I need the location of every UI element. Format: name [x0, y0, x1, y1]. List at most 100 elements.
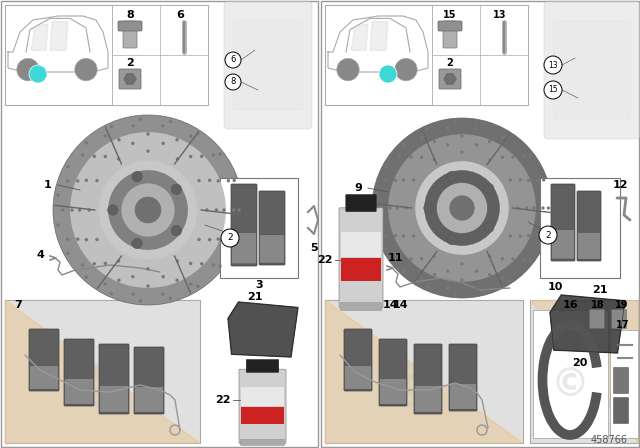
Circle shape — [412, 178, 415, 182]
Circle shape — [70, 208, 74, 212]
FancyBboxPatch shape — [551, 184, 575, 261]
Circle shape — [488, 158, 492, 161]
Text: 7: 7 — [14, 300, 22, 310]
Circle shape — [232, 179, 236, 182]
Polygon shape — [130, 79, 136, 84]
Text: 1: 1 — [44, 180, 52, 190]
Circle shape — [449, 195, 475, 220]
Circle shape — [384, 179, 387, 182]
Text: 12: 12 — [612, 180, 628, 190]
Circle shape — [372, 118, 552, 298]
Polygon shape — [124, 74, 130, 79]
Circle shape — [488, 140, 491, 143]
Circle shape — [385, 247, 388, 251]
Circle shape — [189, 155, 193, 158]
FancyBboxPatch shape — [614, 397, 628, 423]
Circle shape — [420, 257, 423, 260]
Text: 458766: 458766 — [591, 435, 628, 445]
Circle shape — [474, 286, 477, 289]
Circle shape — [161, 124, 164, 128]
Circle shape — [509, 178, 512, 182]
Text: 21: 21 — [247, 292, 263, 302]
Circle shape — [169, 297, 172, 300]
Text: 22: 22 — [317, 255, 333, 265]
Circle shape — [222, 208, 226, 212]
Circle shape — [53, 115, 243, 305]
FancyBboxPatch shape — [552, 229, 575, 259]
Text: 17: 17 — [616, 320, 630, 330]
Polygon shape — [450, 79, 456, 84]
FancyBboxPatch shape — [99, 344, 129, 414]
Circle shape — [227, 237, 230, 241]
Circle shape — [84, 276, 88, 279]
Circle shape — [109, 292, 113, 295]
Circle shape — [542, 178, 545, 181]
FancyBboxPatch shape — [611, 310, 627, 328]
Circle shape — [385, 165, 388, 168]
Text: 19: 19 — [615, 300, 628, 310]
Ellipse shape — [376, 190, 564, 237]
Circle shape — [208, 238, 211, 241]
FancyBboxPatch shape — [233, 20, 303, 110]
Circle shape — [122, 183, 175, 237]
FancyBboxPatch shape — [449, 344, 477, 411]
Circle shape — [337, 58, 359, 81]
Circle shape — [529, 153, 532, 156]
Circle shape — [511, 155, 515, 159]
Text: 5: 5 — [310, 243, 318, 253]
Bar — [533, 310, 608, 438]
Circle shape — [446, 143, 449, 146]
Circle shape — [176, 259, 179, 263]
Circle shape — [424, 203, 434, 213]
Circle shape — [66, 252, 70, 255]
Circle shape — [544, 56, 562, 74]
Circle shape — [56, 223, 60, 227]
Circle shape — [501, 136, 504, 139]
Circle shape — [161, 142, 165, 145]
Bar — [325, 5, 528, 105]
FancyBboxPatch shape — [134, 347, 164, 414]
Circle shape — [95, 238, 99, 241]
Polygon shape — [325, 300, 523, 443]
Bar — [112, 5, 208, 105]
Circle shape — [488, 273, 491, 276]
Circle shape — [104, 262, 107, 265]
Circle shape — [218, 264, 221, 268]
Circle shape — [132, 171, 142, 182]
Polygon shape — [447, 79, 453, 84]
Text: 22: 22 — [215, 395, 231, 405]
Circle shape — [205, 208, 209, 212]
Circle shape — [93, 262, 96, 266]
Text: 18: 18 — [591, 300, 605, 310]
Polygon shape — [127, 74, 133, 79]
FancyBboxPatch shape — [443, 21, 457, 48]
Circle shape — [388, 134, 536, 282]
Circle shape — [104, 282, 107, 286]
Polygon shape — [447, 74, 453, 79]
FancyBboxPatch shape — [438, 21, 462, 31]
Circle shape — [200, 262, 204, 266]
Circle shape — [481, 290, 485, 293]
FancyBboxPatch shape — [259, 235, 285, 263]
FancyBboxPatch shape — [241, 439, 285, 445]
Circle shape — [172, 184, 182, 194]
FancyBboxPatch shape — [64, 339, 94, 406]
Circle shape — [161, 293, 164, 296]
Circle shape — [212, 153, 215, 157]
Circle shape — [99, 160, 197, 259]
Polygon shape — [530, 300, 638, 443]
Text: 15: 15 — [548, 86, 558, 95]
Circle shape — [398, 258, 401, 262]
Circle shape — [84, 141, 88, 145]
Text: 13: 13 — [493, 10, 507, 20]
Circle shape — [420, 276, 423, 280]
Text: C: C — [70, 363, 109, 417]
Circle shape — [412, 234, 415, 237]
Bar — [341, 232, 381, 257]
Circle shape — [415, 161, 509, 255]
Polygon shape — [127, 79, 133, 84]
Circle shape — [169, 120, 172, 123]
Bar — [432, 5, 528, 105]
Circle shape — [196, 132, 200, 135]
Polygon shape — [31, 24, 48, 50]
